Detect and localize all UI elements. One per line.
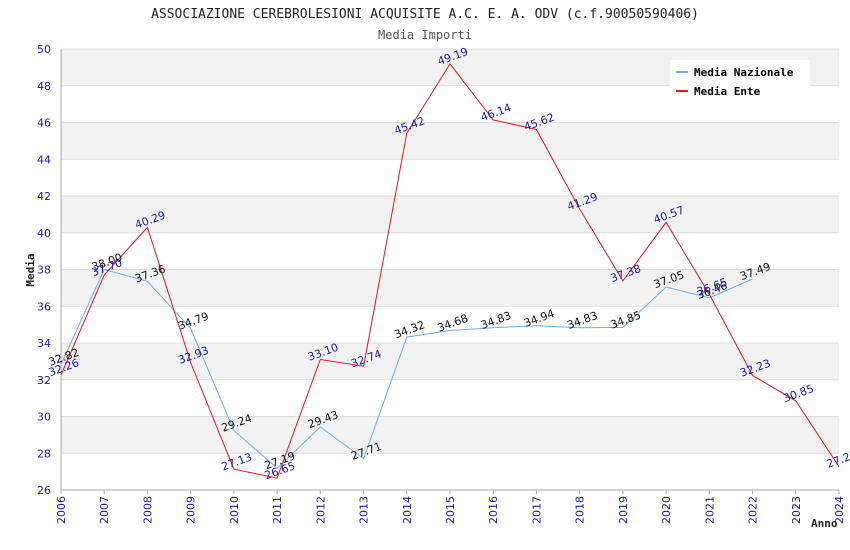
x-tick-label: 2019 — [617, 496, 630, 524]
y-tick-label: 34 — [37, 337, 51, 350]
data-label-nazionale: 34.79 — [176, 310, 210, 333]
data-label-nazionale: 34.68 — [436, 312, 470, 335]
legend: Media Nazionale Media Ente — [670, 60, 810, 102]
grid-band — [61, 343, 839, 380]
chart-subtitle: Media Importi — [378, 28, 472, 42]
chart-title: ASSOCIAZIONE CEREBROLESIONI ACQUISITE A.… — [151, 7, 699, 22]
data-label-ente: 30.85 — [782, 382, 816, 405]
y-tick-label: 30 — [37, 411, 51, 424]
data-label-nazionale: 34.32 — [393, 318, 427, 341]
legend-label: Media Nazionale — [694, 66, 794, 79]
y-tick-label: 28 — [37, 447, 51, 460]
x-tick-label: 2010 — [228, 496, 241, 524]
x-tick-label: 2020 — [660, 496, 673, 524]
y-axis-label: Media — [24, 253, 37, 286]
x-tick-label: 2009 — [185, 496, 198, 524]
y-tick-label: 38 — [37, 264, 51, 277]
grid-band — [61, 269, 839, 307]
y-tick-label: 42 — [37, 190, 51, 203]
x-tick-label: 2015 — [444, 496, 457, 524]
y-tick-label: 46 — [37, 117, 51, 130]
legend-label: Media Ente — [694, 85, 761, 98]
y-tick-label: 40 — [37, 227, 51, 240]
x-tick-label: 2013 — [358, 496, 371, 524]
y-tick-label: 44 — [37, 153, 51, 166]
grid-band — [61, 196, 839, 233]
y-tick-label: 26 — [37, 484, 51, 497]
x-tick-label: 2012 — [314, 496, 327, 524]
series-line-media-nazionale — [60, 268, 753, 469]
grid-band — [61, 416, 839, 454]
x-tick-label: 2011 — [271, 496, 284, 524]
series-lines — [60, 63, 840, 479]
x-tick-label: 2008 — [141, 496, 154, 524]
axes — [60, 49, 840, 494]
y-tick-label: 50 — [37, 43, 51, 56]
x-tick-label: 2018 — [574, 496, 587, 524]
x-tick-label: 2023 — [790, 496, 803, 524]
series-line-media-ente — [60, 63, 840, 479]
x-tick-label: 2014 — [401, 496, 414, 524]
y-tick-label: 32 — [37, 374, 51, 387]
x-tick-labels: 2006 2007 2008 2009 2010 2011 2012 2013 2014 2015… — [55, 496, 846, 524]
x-axis-label: Anno — [811, 517, 838, 530]
data-label-nazionale: 34.83 — [479, 309, 513, 332]
grid-band — [61, 122, 839, 160]
y-tick-labels: 26 28 30 32 34 36 38 40 42 44 46 48 50 — [37, 43, 51, 497]
x-tick-label: 2007 — [98, 496, 111, 524]
gridlines — [61, 48, 839, 491]
x-tick-label: 2024 — [833, 496, 846, 524]
data-label-nazionale: 34.85 — [609, 309, 643, 332]
background-bands — [61, 49, 839, 454]
x-tick-label: 2022 — [747, 496, 760, 524]
x-tick-label: 2017 — [530, 496, 543, 524]
legend-box — [670, 60, 810, 102]
y-tick-label: 36 — [37, 300, 51, 313]
x-tick-label: 2016 — [487, 496, 500, 524]
x-tick-label: 2006 — [55, 496, 68, 524]
data-label-nazionale: 34.83 — [565, 309, 599, 332]
y-tick-label: 48 — [37, 80, 51, 93]
x-tick-label: 2021 — [703, 496, 716, 524]
